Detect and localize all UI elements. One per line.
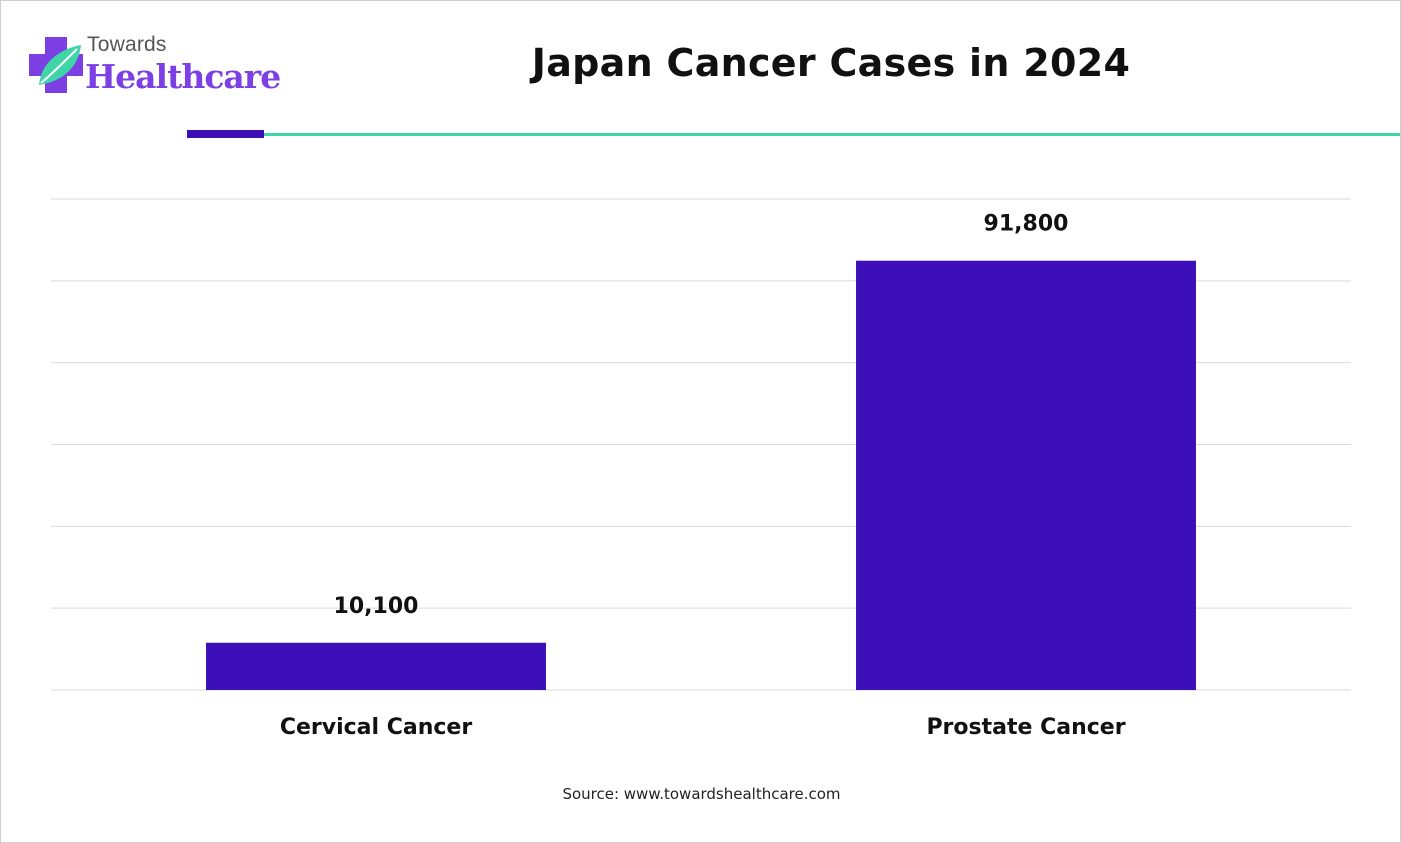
brand-name-main: Healthcare bbox=[85, 57, 281, 96]
brand-name-top: Towards bbox=[87, 33, 167, 56]
x-tick-label: Prostate Cancer bbox=[926, 715, 1125, 740]
source-note: Source: www.towardshealthcare.com bbox=[562, 785, 841, 803]
title-divider-line bbox=[264, 133, 1400, 136]
bar bbox=[206, 642, 546, 690]
bar bbox=[856, 260, 1196, 690]
data-label: 10,100 bbox=[334, 594, 419, 619]
data-label: 91,800 bbox=[984, 212, 1069, 237]
title-accent-bar bbox=[187, 130, 264, 138]
medical-cross-leaf-icon bbox=[29, 37, 83, 93]
brand-logo: Towards Healthcare bbox=[29, 31, 281, 101]
chart-title: Japan Cancer Cases in 2024 bbox=[531, 41, 1131, 85]
x-tick-label: Cervical Cancer bbox=[280, 715, 473, 740]
